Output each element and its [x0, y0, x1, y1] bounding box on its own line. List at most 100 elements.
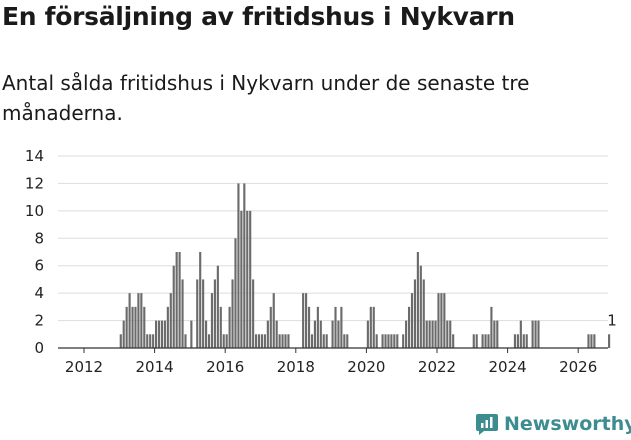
bar: [255, 334, 258, 348]
bar: [440, 293, 443, 348]
newsworthy-logo: Newsworthy: [476, 408, 631, 440]
chart-subtitle: Antal sålda fritidshus i Nykvarn under d…: [2, 71, 530, 125]
bar: [334, 306, 337, 348]
bar: [269, 306, 272, 348]
bar: [302, 293, 305, 348]
bar: [372, 306, 375, 348]
bar: [278, 334, 281, 348]
bar: [434, 320, 437, 348]
bar: [252, 279, 255, 348]
bar: [190, 320, 193, 348]
bar: [437, 293, 440, 348]
bar: [284, 334, 287, 348]
bar: [152, 334, 155, 348]
bar: [205, 320, 208, 348]
bar: [181, 279, 184, 348]
bar: [140, 293, 143, 348]
bar: [169, 293, 172, 348]
bar: [305, 293, 308, 348]
bar: [160, 320, 164, 348]
bar: [149, 334, 152, 348]
bar: [405, 320, 408, 348]
y-tick-label: 14: [25, 147, 44, 165]
bar: [249, 210, 252, 348]
bar: [281, 334, 284, 348]
x-tick-label: 2016: [206, 358, 244, 376]
bar: [396, 334, 399, 348]
bar: [125, 306, 128, 348]
bar: [307, 306, 311, 348]
bar: [516, 334, 519, 348]
bar: [369, 306, 372, 348]
bar: [131, 306, 134, 348]
bar: [225, 334, 228, 348]
bar: [337, 320, 340, 348]
bar: [381, 334, 384, 348]
bar: [260, 334, 264, 348]
bar: [537, 320, 540, 348]
bars: [119, 183, 611, 348]
bar: [172, 265, 175, 348]
bar: [175, 252, 178, 348]
bar: [608, 334, 611, 348]
bar: [425, 320, 428, 348]
bar: [525, 334, 528, 348]
bar: [207, 334, 211, 348]
bar: [419, 265, 422, 348]
bar: [243, 183, 246, 348]
bar: [390, 334, 393, 348]
bar: [310, 334, 314, 348]
bar: [155, 320, 158, 348]
bar: [410, 293, 414, 348]
y-tick-label: 4: [34, 284, 44, 302]
bar: [593, 334, 596, 348]
bar: [137, 293, 140, 348]
bar: [157, 320, 161, 348]
bar: [375, 334, 378, 348]
bar: [590, 334, 593, 348]
bar: [531, 320, 534, 348]
bar: [484, 334, 487, 348]
brand-name: Newsworthy: [504, 413, 631, 435]
bar: [196, 279, 199, 348]
bar: [366, 320, 369, 348]
latest-value-label: 1: [607, 311, 617, 329]
y-tick-label: 0: [34, 339, 44, 357]
bar: [263, 334, 266, 348]
bar: [472, 334, 475, 348]
x-tick-label: 2012: [65, 358, 103, 376]
bar: [343, 334, 346, 348]
bar: [407, 306, 411, 348]
bar: [143, 306, 146, 348]
bar: [422, 279, 425, 348]
bar: [393, 334, 396, 348]
bar: [402, 334, 405, 348]
bar: [387, 334, 390, 348]
y-tick-label: 12: [25, 174, 44, 192]
bar: [490, 306, 493, 348]
bar: [313, 320, 316, 348]
bar: [416, 252, 419, 348]
bar: [166, 306, 169, 348]
y-tick-label: 2: [34, 312, 44, 330]
bar: [222, 334, 225, 348]
bar: [199, 252, 202, 348]
x-tick-label: 2020: [347, 358, 385, 376]
bar: [210, 293, 214, 348]
bar: [134, 306, 137, 348]
bar: [522, 334, 525, 348]
bar: [213, 279, 216, 348]
bar: [413, 279, 417, 348]
bar: [452, 334, 455, 348]
bar: [234, 238, 237, 348]
bar: [246, 210, 249, 348]
bar: [228, 306, 231, 348]
x-tick-label: 2022: [418, 358, 456, 376]
bar: [272, 293, 275, 348]
bar: [487, 334, 490, 348]
grid-lines: [58, 155, 608, 322]
bar-chart: 0 2 4 6 8 10 12 14 2012 2014 2016 2018 2020 2022 2024…: [25, 147, 617, 376]
bar: [446, 320, 449, 348]
bar: [346, 334, 349, 348]
y-tick-label: 8: [34, 229, 44, 247]
